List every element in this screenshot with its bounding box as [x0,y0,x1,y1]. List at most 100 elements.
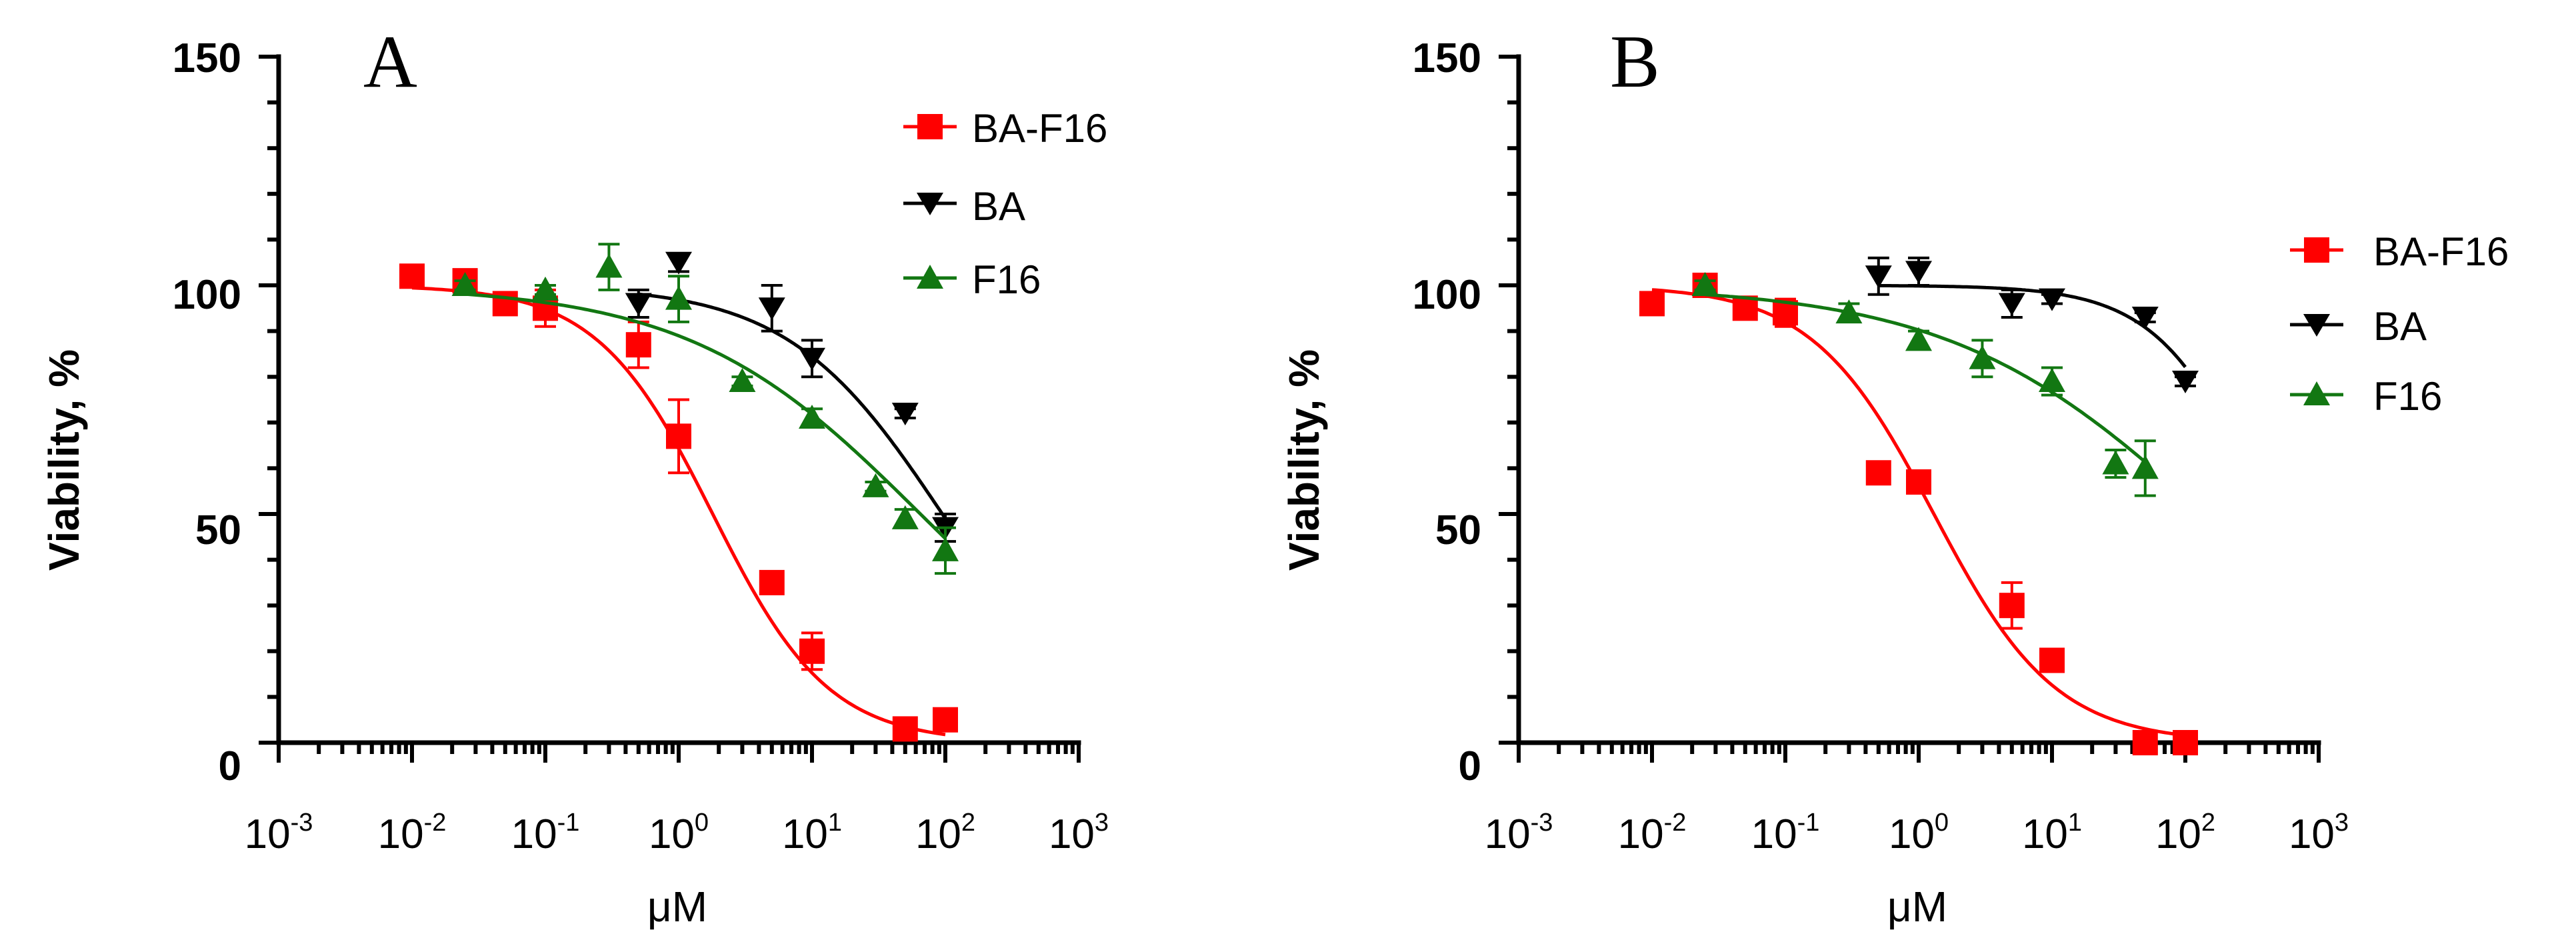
y-tick-label: 100 [1413,272,1481,318]
data-point [2131,307,2159,330]
legend-label: F16 [972,257,1041,302]
x-tick-label: 100 [649,809,709,857]
data-point [862,473,889,497]
data-point [2039,647,2065,673]
data-point [1998,293,2025,316]
legend-label: BA-F16 [972,106,1107,151]
series-f16 [1691,272,2343,497]
legend-marker [2303,314,2330,337]
x-tick-label: 101 [2022,809,2082,857]
data-point [799,404,825,429]
fit-curve [638,292,947,519]
data-point [1906,469,1931,495]
legend: BA-F16 BA F16 [2373,229,2509,419]
x-tick-label: 10-2 [1618,809,1687,857]
legend-marker [917,265,943,289]
x-tick-label: 10-3 [1485,809,1553,857]
legend-label: BA [972,184,1025,229]
series-ba-f16 [1639,237,2343,755]
axes [259,54,1081,763]
legend-marker [2303,381,2330,405]
x-tick-label: 102 [915,809,975,857]
panel-label: B [1610,21,1660,103]
x-tick-label: 103 [2289,809,2349,857]
legend: BA-F16 BA F16 [972,106,1107,302]
data-point [451,272,479,296]
data-point [492,291,518,317]
axes [1499,54,2321,763]
data-point [1639,291,1665,317]
y-tick-label: 50 [195,507,241,553]
data-point [1865,265,1892,289]
data-point [891,505,919,529]
data-point [1999,593,2025,619]
data-point [799,638,825,664]
x-tick-label: 103 [1049,809,1109,857]
data-point [892,716,918,742]
data-point [399,263,425,289]
fit-curve [1705,293,2147,463]
data-point [2172,371,2199,394]
data-point [1865,460,1891,486]
data-point [2132,730,2158,755]
y-tick-label: 0 [219,743,241,789]
data-point [595,253,623,278]
y-tick-label: 0 [1459,743,1481,789]
data-point [891,403,919,426]
x-axis-label: μM [647,883,707,931]
legend-label: F16 [2373,374,2442,419]
y-tick-labels: 0 50 100 150 [1413,35,1481,789]
data-point [665,251,692,275]
data-point [1835,299,1863,324]
x-tick-label: 10-3 [245,809,313,857]
data-point [799,347,825,371]
x-tick-labels: 10-3 10-2 10-1 100 101 102 103 [245,809,1109,857]
data-point [759,569,785,595]
fit-curve [411,286,946,737]
y-tick-label: 150 [173,35,241,81]
y-tick-label: 150 [1413,35,1481,81]
data-point [2039,288,2065,311]
data-point [625,293,652,316]
series-ba [625,193,959,543]
data-point [758,297,785,321]
data-point [1969,345,1996,369]
data-point [666,423,691,449]
legend-marker [917,193,943,215]
x-tick-label: 10-1 [511,809,580,857]
legend-marker [917,114,943,139]
data-point [532,276,559,301]
x-tick-label: 101 [782,809,842,857]
x-tick-label: 102 [2155,809,2215,857]
data-point [2173,730,2198,755]
chart-panel-b: B Viability, % μM 0 50 100 150 10-3 10-2… [1280,21,2509,931]
data-point [932,537,959,561]
fit-curve [465,292,947,540]
y-axis-label: Viability, % [40,349,88,571]
data-point [1691,272,1719,296]
data-point [625,332,651,358]
legend-label: BA [2373,304,2427,349]
data-point [1905,327,1932,351]
series-f16 [451,243,959,575]
legend-label: BA-F16 [2373,229,2509,274]
fit-curve [1651,288,2186,737]
x-tick-label: 10-1 [1751,809,1820,857]
data-point [729,368,756,393]
series-ba-f16 [399,114,958,742]
y-axis-label: Viability, % [1280,349,1328,571]
data-point [1905,261,1932,284]
data-point [2102,450,2129,475]
series-ba [1865,256,2343,394]
x-tick-labels: 10-3 10-2 10-1 100 101 102 103 [1485,809,2349,857]
chart-panel-a: A Viability, % μM 0 50 100 150 10-3 10-2… [40,21,1109,931]
x-tick-label: 10-2 [378,809,447,857]
y-tick-label: 100 [173,272,241,318]
x-tick-label: 100 [1889,809,1949,857]
legend-marker [2304,237,2329,263]
data-point [665,285,692,310]
data-point [933,707,958,733]
y-tick-label: 50 [1435,507,1481,553]
data-point [2131,455,2159,479]
